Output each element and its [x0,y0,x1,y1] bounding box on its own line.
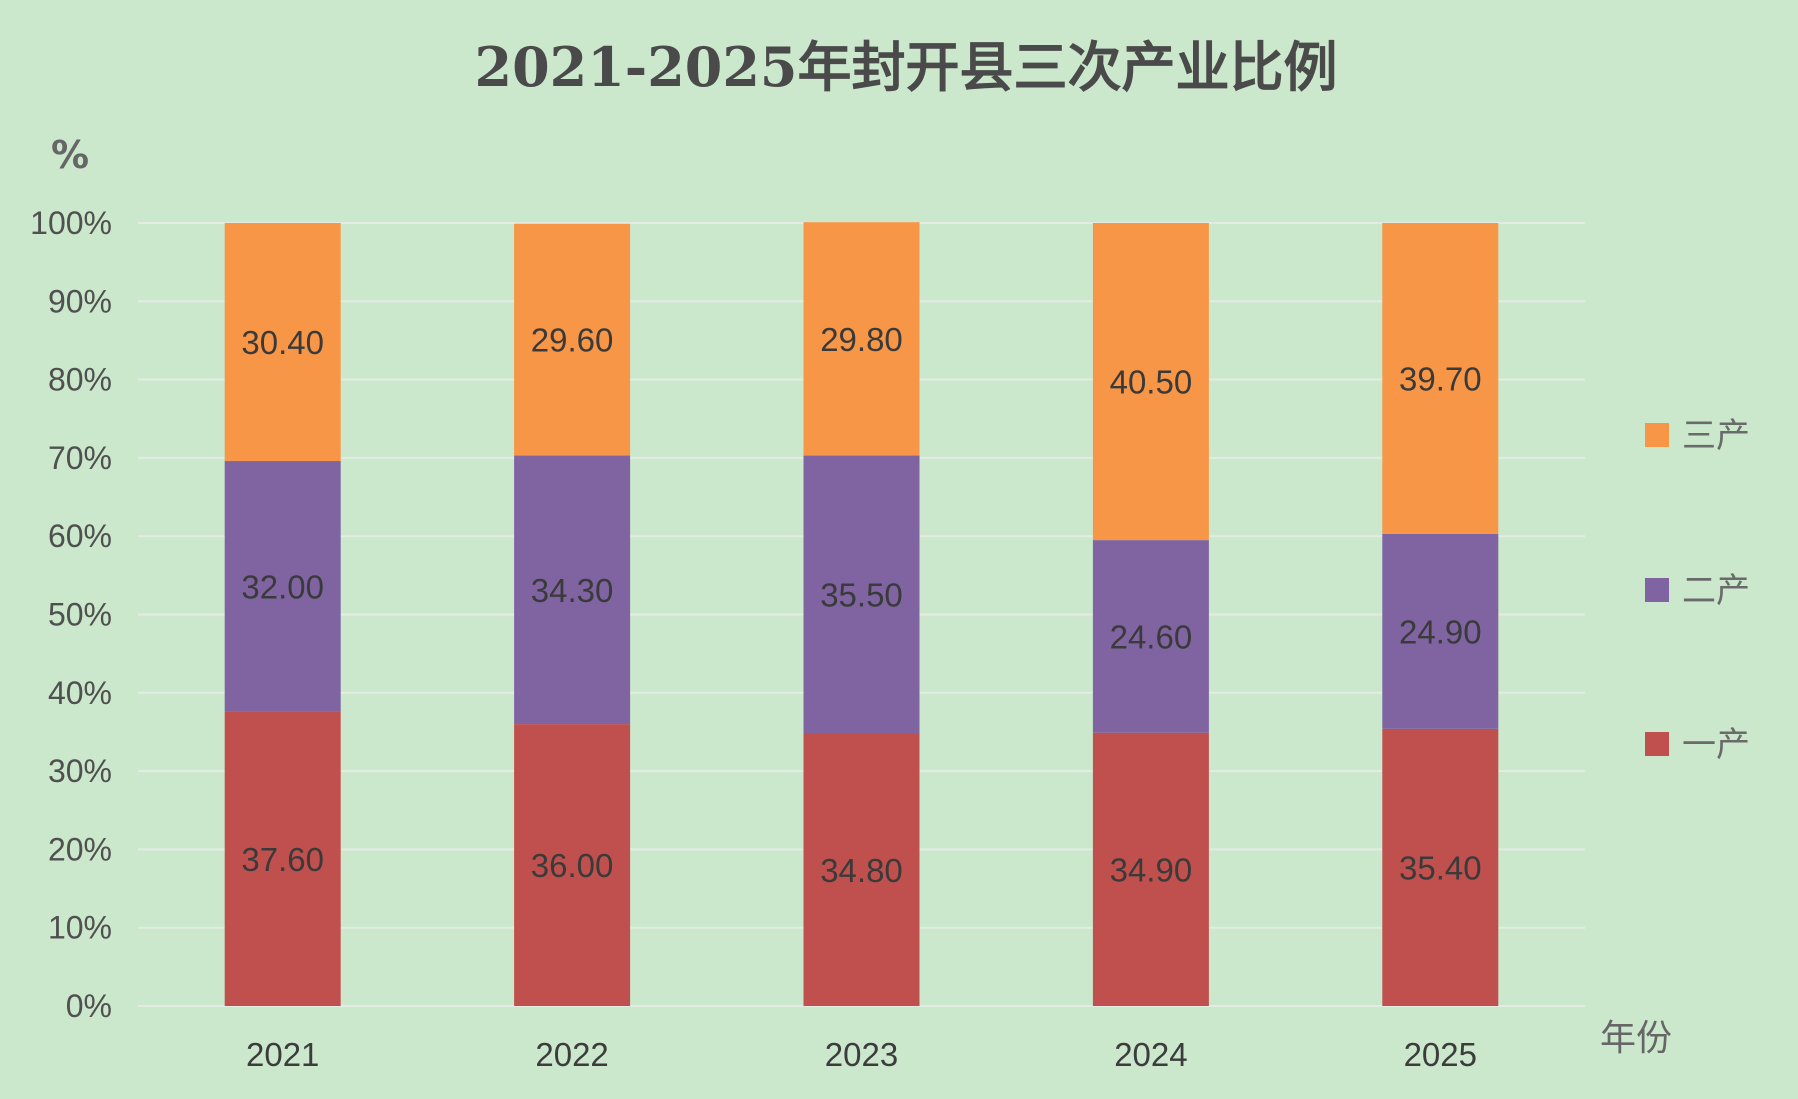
y-axis-ticks: 0% 10% 20% 30% 40% 50% 60% 70% 80% 90% 100% [30,205,112,1024]
bar-segment [224,461,341,712]
bar-segment [803,222,920,456]
legend-swatch [1645,578,1669,602]
data-label: 34.30 [531,572,614,609]
y-tick-label: 20% [48,831,112,867]
data-label: 35.40 [1399,849,1482,886]
data-label: 24.90 [1399,613,1482,650]
bar-segment [1382,533,1499,729]
y-axis-unit: % [51,133,89,177]
legend-swatch [1645,423,1669,447]
y-tick-label: 80% [48,362,112,398]
x-tick-label: 2025 [1404,1036,1477,1073]
bar-segment [803,455,920,734]
y-tick-label: 90% [48,283,112,319]
data-label: 40.50 [1110,364,1193,401]
x-axis-ticks: 2021 2022 2023 2024 2025 [246,1036,1477,1073]
x-tick-label: 2023 [825,1036,898,1073]
bar-segment [514,724,631,1006]
y-tick-label: 10% [48,910,112,946]
y-tick-label: 100% [30,205,112,241]
data-label: 32.00 [241,568,324,605]
bar-segment [224,223,341,462]
chart-title: 2021-2025年封开县三次产业比例 [475,35,1338,99]
legend-label: 二产 [1682,571,1750,611]
x-tick-label: 2024 [1114,1036,1187,1073]
bar-segment [1382,728,1499,1006]
y-tick-label: 0% [66,988,112,1024]
y-tick-label: 30% [48,753,112,789]
bar-segment [1382,223,1499,534]
data-label: 24.60 [1110,618,1193,655]
x-tick-label: 2022 [535,1036,608,1073]
x-axis-label: 年份 [1600,1018,1672,1059]
y-tick-label: 60% [48,518,112,554]
data-label: 34.90 [1110,851,1193,888]
data-label: 30.40 [241,324,324,361]
bar-segment [1092,732,1209,1006]
data-label: 35.50 [820,577,903,614]
bars [224,222,1499,1006]
bar-segment [1092,540,1209,733]
y-tick-label: 40% [48,675,112,711]
legend-label: 一产 [1682,725,1750,765]
data-label: 34.80 [820,852,903,889]
legend-swatch [1645,732,1669,756]
y-tick-label: 50% [48,597,112,633]
data-labels: 37.60 32.00 30.40 36.00 34.30 29.60 34.80 35.50… [241,321,1481,889]
x-tick-label: 2021 [246,1036,319,1073]
legend-label: 三产 [1682,416,1750,456]
bar-segment [514,223,631,456]
data-label: 29.60 [531,322,614,359]
bar-segment [514,455,631,725]
data-label: 29.80 [820,321,903,358]
bar-segment [1092,223,1209,541]
y-tick-label: 70% [48,440,112,476]
data-label: 39.70 [1399,360,1482,397]
bar-segment [803,733,920,1006]
data-label: 36.00 [531,847,614,884]
bar-segment [224,711,341,1006]
data-label: 37.60 [241,841,324,878]
